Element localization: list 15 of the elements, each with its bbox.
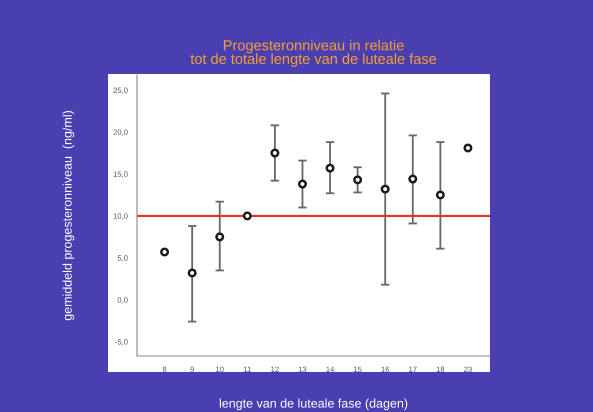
- point: [436, 190, 445, 200]
- point: [298, 180, 307, 189]
- point: [270, 148, 280, 158]
- point: [215, 232, 224, 242]
- point: [408, 174, 418, 184]
- chart-title: Progesteronniveau in relatie tot de totale lengte van de luteale fase: [190, 40, 436, 67]
- point: [242, 211, 252, 220]
- point: [463, 143, 472, 152]
- y-axis-title: gemiddeld progesteronniveau (ng/ml): [62, 111, 74, 320]
- point: [160, 247, 170, 256]
- point: [353, 175, 362, 184]
- x-axis-title: lengte van de luteale fase (dagen): [220, 398, 408, 410]
- point: [188, 268, 197, 278]
- point: [326, 164, 335, 173]
- point: [380, 184, 390, 194]
